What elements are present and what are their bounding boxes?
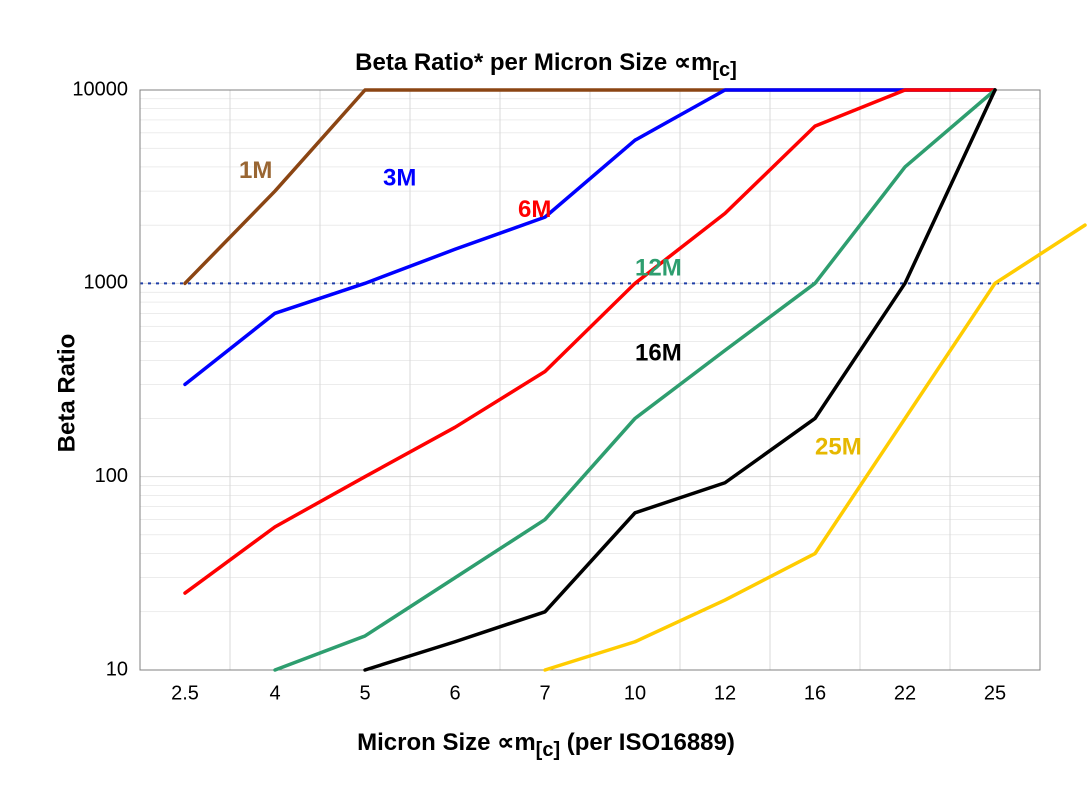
x-tick-label: 4: [269, 682, 280, 704]
series-label-16m: 16M: [635, 339, 682, 366]
x-tick-label: 10: [624, 682, 646, 704]
x-tick-label: 5: [359, 682, 370, 704]
plot-svg: 1M 3M 6M 12M 16M 25M 10 100 1000 10000 2.5 4 5 6 7 10 12…: [0, 0, 1092, 786]
series-label-25m: 25M: [815, 434, 862, 461]
y-tick-label: 10: [106, 658, 128, 680]
series-label-6m: 6M: [518, 196, 551, 223]
series-label-3m: 3M: [383, 165, 416, 192]
series-label-12m: 12M: [635, 254, 682, 281]
y-tick-label: 1000: [84, 272, 129, 294]
x-tick-label: 12: [714, 682, 736, 704]
y-tick-label: 100: [95, 465, 128, 487]
chart-container: Beta Ratio* per Micron Size ∝m[c] Beta R…: [0, 0, 1092, 786]
y-tick-label: 10000: [72, 78, 128, 100]
x-tick-label: 7: [539, 682, 550, 704]
x-tick-label: 16: [804, 682, 826, 704]
x-tick-label: 25: [984, 682, 1006, 704]
x-tick-label: 6: [449, 682, 460, 704]
x-tick-label: 22: [894, 682, 916, 704]
series-label-1m: 1M: [239, 157, 272, 184]
x-tick-label: 2.5: [171, 682, 199, 704]
